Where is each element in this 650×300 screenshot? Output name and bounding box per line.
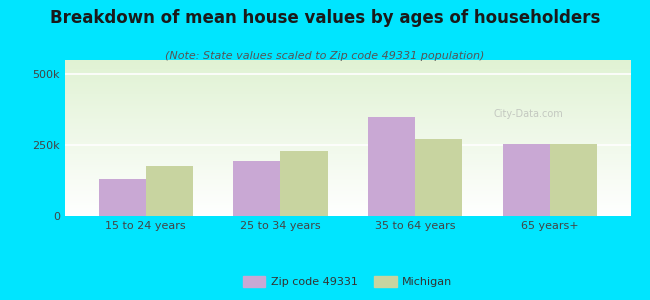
Legend: Zip code 49331, Michigan: Zip code 49331, Michigan (239, 272, 457, 292)
Bar (280, 151, 328, 216)
Bar (368, 117, 415, 216)
Bar (146, 167, 193, 216)
Bar (550, 144, 597, 216)
Bar (415, 140, 462, 216)
Bar (502, 144, 550, 216)
Text: City-Data.com: City-Data.com (494, 109, 564, 119)
Text: (Note: State values scaled to Zip code 49331 population): (Note: State values scaled to Zip code 4… (165, 51, 485, 61)
Bar (233, 161, 280, 216)
Bar (99, 179, 146, 216)
Text: Breakdown of mean house values by ages of householders: Breakdown of mean house values by ages o… (50, 9, 600, 27)
